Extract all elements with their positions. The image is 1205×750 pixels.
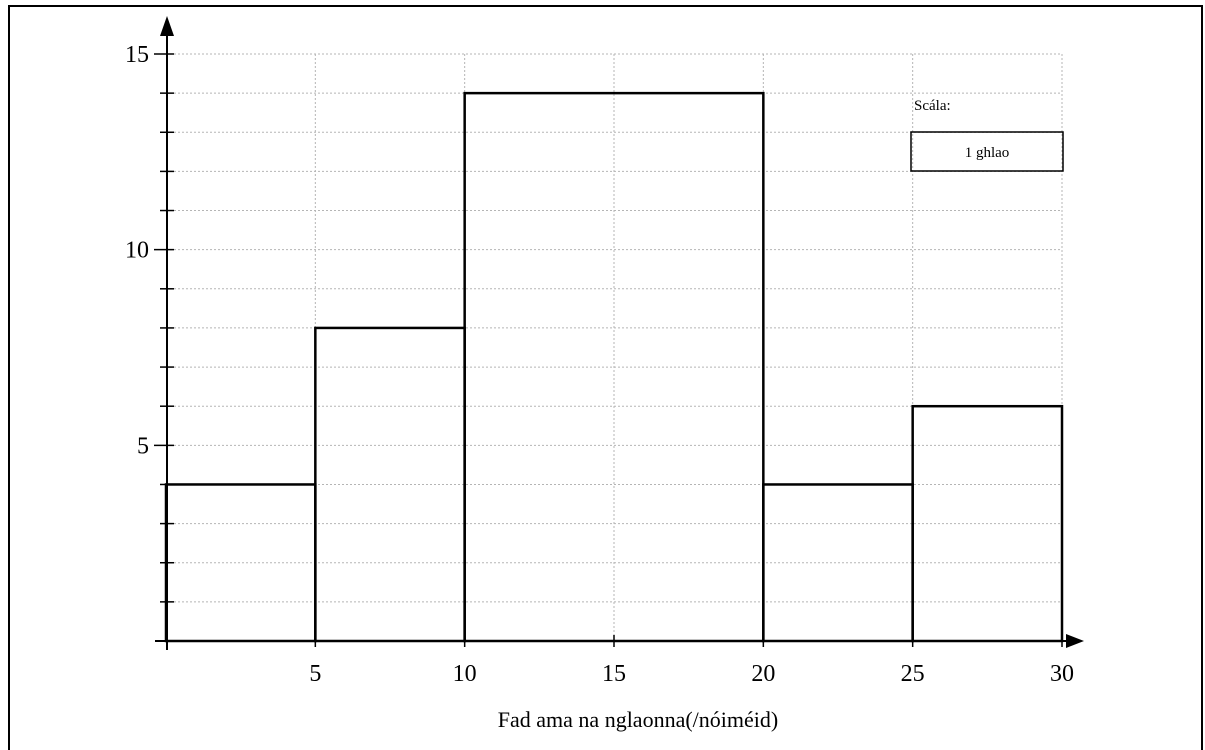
ticks: 5 10 15 5 10 15 20 25 30 (125, 42, 1074, 687)
x-tick-label: 5 (309, 661, 321, 687)
x-tick-label: 15 (602, 661, 626, 687)
x-tick-label: 20 (751, 661, 775, 687)
scale-key-title: Scála: (914, 98, 951, 114)
x-tick-label: 10 (453, 661, 477, 687)
y-tick-label: 5 (137, 433, 149, 459)
page-frame (8, 5, 1203, 750)
scale-key: Scála: 1 ghlao (910, 98, 1064, 172)
y-tick-label: 15 (125, 42, 149, 68)
scale-key-label: 1 ghlao (965, 145, 1010, 161)
y-tick-label: 10 (125, 238, 149, 264)
histogram-bar (164, 483, 317, 643)
y-axis-arrow (160, 16, 174, 36)
x-axis-arrow (1066, 634, 1084, 648)
scale-key-box (910, 131, 1064, 172)
grid (166, 53, 1063, 641)
x-tick-label: 25 (901, 661, 925, 687)
x-tick-label: 30 (1050, 661, 1074, 687)
x-axis-label: Fad ama na nglaonna(/nóiméid) (498, 707, 778, 732)
